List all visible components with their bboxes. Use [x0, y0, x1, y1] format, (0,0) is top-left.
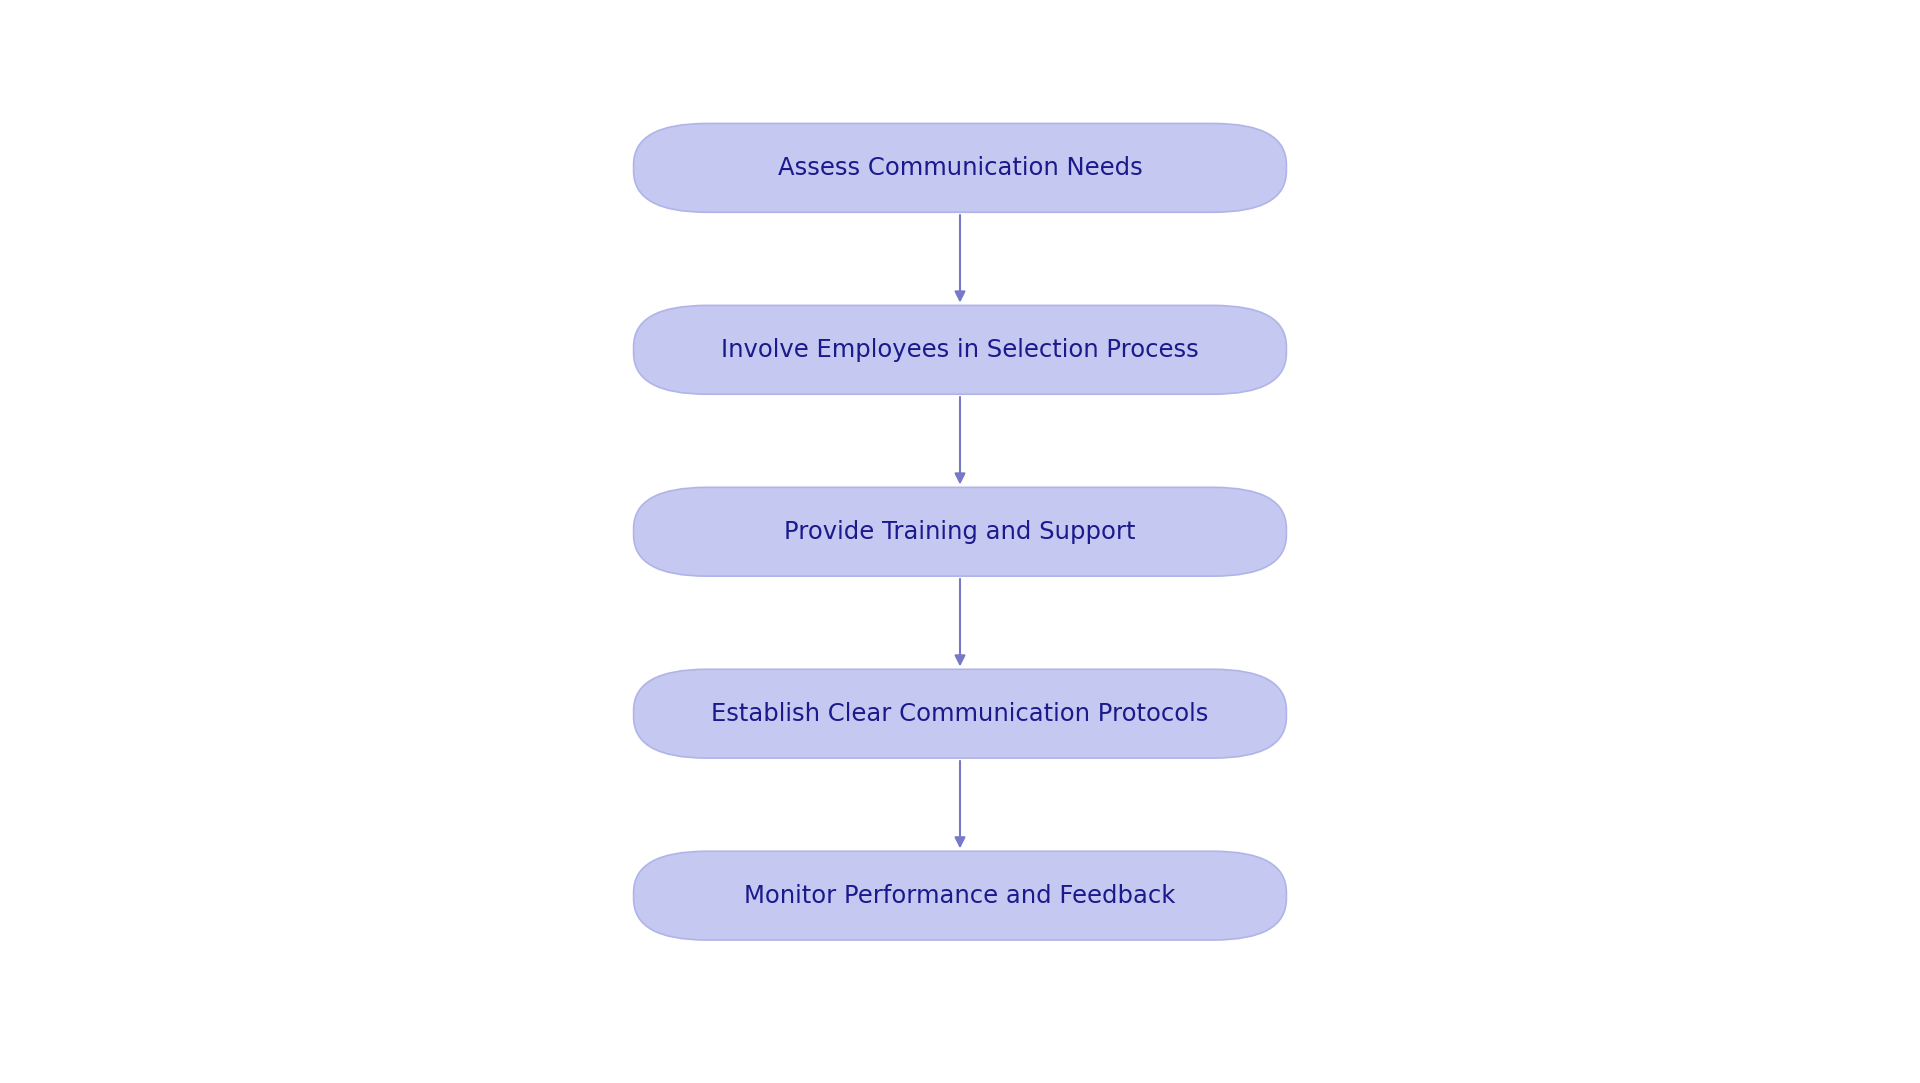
- Text: Provide Training and Support: Provide Training and Support: [783, 520, 1137, 544]
- Text: Assess Communication Needs: Assess Communication Needs: [778, 156, 1142, 180]
- Text: Involve Employees in Selection Process: Involve Employees in Selection Process: [722, 338, 1198, 362]
- FancyBboxPatch shape: [634, 487, 1286, 576]
- FancyBboxPatch shape: [634, 305, 1286, 394]
- FancyBboxPatch shape: [634, 669, 1286, 758]
- Text: Establish Clear Communication Protocols: Establish Clear Communication Protocols: [710, 702, 1210, 726]
- FancyBboxPatch shape: [634, 123, 1286, 212]
- FancyBboxPatch shape: [634, 851, 1286, 940]
- Text: Monitor Performance and Feedback: Monitor Performance and Feedback: [745, 884, 1175, 908]
